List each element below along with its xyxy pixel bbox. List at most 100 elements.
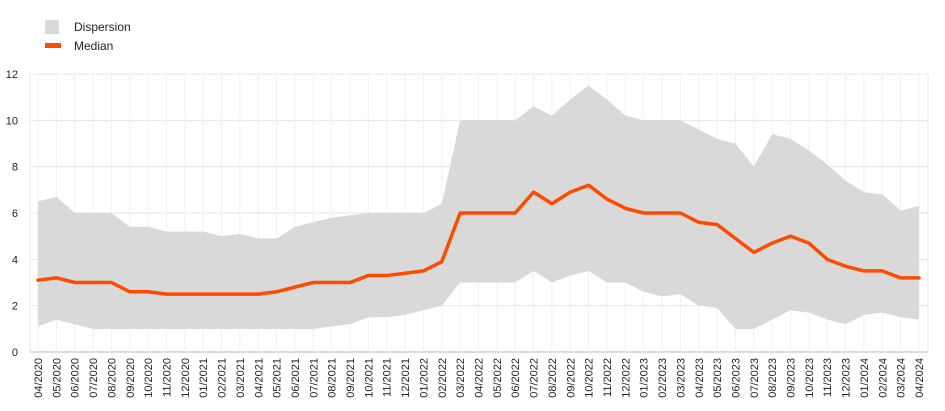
median-point	[109, 280, 114, 285]
median-point	[568, 190, 572, 194]
median-point	[642, 211, 646, 215]
median-point	[73, 280, 77, 285]
x-tick-label: 02/2023	[657, 358, 669, 398]
x-tick-label: 01/2023	[639, 358, 651, 398]
median-point	[623, 206, 627, 210]
median-point	[36, 278, 40, 282]
y-tick-label: 12	[6, 69, 18, 81]
x-tick-label: 08/2020	[106, 358, 118, 398]
median-point	[513, 211, 517, 215]
x-tick-label: 03/2024	[896, 358, 908, 398]
x-tick-label: 12/2020	[180, 358, 192, 398]
y-tick-label: 6	[12, 208, 18, 220]
x-tick-label: 08/2022	[547, 358, 559, 398]
median-line-layer	[36, 183, 921, 296]
x-tick-label: 07/2021	[308, 358, 320, 398]
x-tick-label: 06/2020	[70, 358, 82, 398]
median-point	[917, 276, 921, 280]
y-tick-label: 4	[12, 254, 18, 266]
x-tick-label: 10/2023	[804, 358, 816, 398]
median-point	[146, 290, 150, 294]
median-point	[843, 264, 848, 268]
x-tick-label: 05/2022	[492, 358, 504, 398]
x-tick-label: 05/2020	[51, 358, 63, 398]
median-point	[219, 292, 224, 296]
x-tick-label: 06/2022	[510, 358, 522, 398]
x-tick-label: 01/2021	[198, 358, 210, 398]
median-point	[733, 236, 738, 241]
x-tick-label: 12/2022	[620, 358, 632, 398]
y-axis-tick-labels: 0 2 4 6 8 10 12	[6, 69, 18, 359]
x-tick-label: 01/2022	[418, 358, 430, 398]
x-axis-tick-labels: 04/2020 05/2020 06/2020 07/2020 08/2020 09/20…	[33, 358, 926, 398]
x-tick-label: 05/2021	[272, 358, 284, 398]
median-point	[587, 183, 591, 187]
legend-dispersion-label: Dispersion	[74, 20, 131, 34]
x-tick-label: 08/2021	[327, 358, 339, 398]
legend: Dispersion Median	[45, 20, 131, 53]
x-tick-label: 04/2020	[33, 358, 45, 398]
x-tick-label: 12/2023	[841, 358, 853, 398]
median-point	[715, 222, 719, 227]
median-point	[678, 211, 683, 215]
legend-median-swatch	[45, 43, 61, 48]
median-point	[697, 220, 701, 224]
median-point	[330, 280, 334, 285]
dispersion-band-layer	[38, 85, 919, 329]
x-tick-label: 11/2022	[602, 358, 614, 397]
x-tick-label: 10/2021	[363, 358, 375, 398]
median-point	[440, 260, 444, 264]
median-point	[256, 292, 260, 296]
median-point	[770, 241, 774, 245]
median-point	[201, 292, 205, 296]
median-point	[788, 234, 793, 238]
y-tick-label: 8	[12, 162, 18, 174]
median-point	[458, 211, 462, 215]
x-tick-label: 12/2021	[400, 358, 412, 398]
x-tick-label: 10/2020	[143, 358, 155, 398]
median-point	[495, 211, 499, 215]
y-tick-label: 10	[6, 115, 18, 127]
median-point	[550, 202, 554, 206]
x-tick-label: 07/2020	[88, 358, 100, 398]
median-point	[183, 292, 187, 296]
median-point	[660, 211, 664, 215]
median-point	[311, 280, 315, 285]
median-point	[825, 257, 829, 261]
x-tick-label: 07/2022	[529, 358, 541, 398]
x-tick-label: 11/2023	[822, 358, 834, 397]
x-tick-label: 04/2023	[694, 358, 706, 398]
x-tick-label: 04/2024	[914, 358, 926, 398]
median-point	[275, 290, 279, 294]
median-point	[366, 273, 370, 278]
x-tick-label: 05/2023	[712, 358, 724, 398]
x-tick-label: 09/2022	[565, 358, 577, 398]
median-point	[385, 273, 389, 278]
y-tick-label: 2	[12, 301, 18, 313]
x-tick-label: 09/2020	[125, 358, 137, 398]
x-tick-label: 06/2021	[290, 358, 302, 398]
median-point	[403, 271, 407, 275]
x-tick-label: 04/2021	[253, 358, 265, 398]
x-tick-label: 07/2023	[749, 358, 761, 398]
x-tick-label: 02/2024	[877, 358, 889, 398]
x-tick-label: 09/2023	[786, 358, 798, 398]
x-tick-label: 03/2022	[455, 358, 467, 398]
median-point	[476, 211, 481, 215]
median-point	[348, 280, 352, 285]
median-point	[880, 269, 884, 273]
median-point	[91, 280, 95, 285]
x-tick-label: 09/2021	[345, 358, 357, 398]
x-tick-label: 08/2023	[767, 358, 779, 398]
x-tick-label: 03/2023	[675, 358, 687, 398]
x-tick-label: 04/2022	[474, 358, 486, 398]
median-point	[293, 285, 297, 289]
median-point	[531, 190, 536, 194]
median-point	[421, 269, 426, 273]
x-tick-label: 10/2022	[584, 358, 596, 398]
y-tick-label: 0	[12, 347, 18, 359]
legend-median-label: Median	[74, 39, 113, 53]
median-point	[752, 250, 756, 254]
x-tick-label: 02/2021	[217, 358, 229, 398]
